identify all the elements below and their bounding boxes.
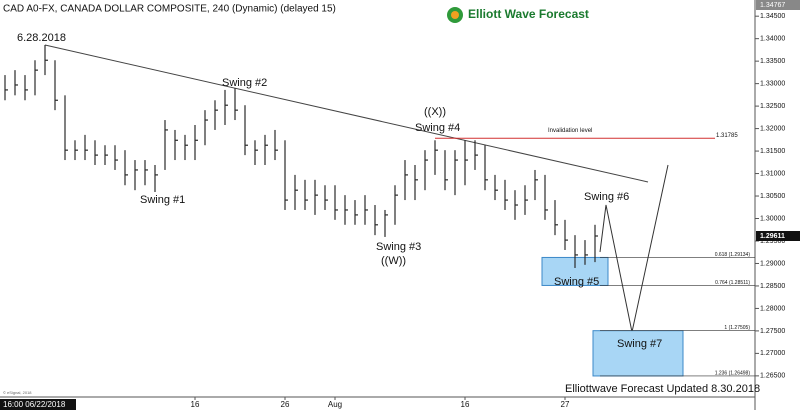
x-tick-label: Aug: [328, 400, 342, 409]
fib-label: 1.236 (1.26498): [715, 370, 751, 376]
y-tick-label: 1.28500: [760, 283, 785, 290]
y-tick-label: 1.32500: [760, 103, 785, 110]
y-tick-label: 1.33500: [760, 58, 785, 65]
wave-label: Swing #6: [584, 191, 629, 203]
y-tick-label: 1.30000: [760, 215, 785, 222]
wave-label: 6.28.2018: [17, 32, 66, 44]
wave-label: ((W)): [381, 255, 406, 267]
y-tick-label: 1.29000: [760, 260, 785, 267]
x-tick-label: 16: [191, 400, 200, 409]
last-price-box: [756, 230, 800, 241]
y-tick-label: 1.27000: [760, 350, 785, 357]
wave-label: Swing #1: [140, 194, 185, 206]
x-tick-label: 26: [281, 400, 290, 409]
target-box: [592, 330, 684, 377]
copyright: © eSignal, 2018: [3, 390, 32, 395]
y-tick-label: 1.27500: [760, 328, 785, 335]
y-tick-label: 1.26500: [760, 373, 785, 380]
wave-label: Swing #7: [617, 338, 662, 350]
y-tick-label: 1.34500: [760, 13, 785, 20]
wave-label: Swing #5: [554, 276, 599, 288]
y-tick-label: 1.33000: [760, 80, 785, 87]
y-tick-label: 1.32000: [760, 125, 785, 132]
y-tick-label: 1.31000: [760, 170, 785, 177]
y-tick-label: 1.34000: [760, 36, 785, 43]
logo-text: Elliott Wave Forecast: [468, 7, 589, 21]
x-tick-label: 27: [561, 400, 570, 409]
logo-icon-inner: [451, 11, 459, 19]
invalidation-value: 1.31785: [716, 133, 738, 139]
wave-label: Swing #4: [415, 122, 460, 134]
wave-label: ((X)): [424, 106, 446, 118]
fib-label: 1 (1.27505): [724, 325, 750, 331]
wave-label: Swing #3: [376, 241, 421, 253]
invalidation-label: Invalidation level: [548, 128, 592, 134]
x-tick-label: 16:00 06/22/2018: [3, 400, 66, 409]
last-price-label: 1.29611: [760, 233, 785, 240]
wave-label: Swing #2: [222, 77, 267, 89]
x-tick-label: 16: [461, 400, 470, 409]
y-tick-label: 1.29500: [760, 238, 785, 245]
trend-line: [44, 44, 649, 183]
logo: Elliott Wave Forecast: [447, 7, 589, 23]
footer: Elliottwave Forecast Updated 8.30.2018: [565, 383, 760, 395]
fib-label: 0.618 (1.29134): [715, 252, 751, 258]
y-tick-label: 1.28000: [760, 305, 785, 312]
projection-path: [599, 164, 669, 333]
fib-label: 0.764 (1.28511): [715, 280, 750, 286]
high-marker-label: 1.34767: [760, 2, 785, 9]
cursor-label-box: [0, 399, 76, 410]
y-tick-label: 1.30500: [760, 193, 785, 200]
high-marker-box: [756, 0, 800, 10]
y-tick-label: 1.31500: [760, 148, 785, 155]
chart-title: CAD A0-FX, CANADA DOLLAR COMPOSITE, 240 …: [3, 4, 336, 15]
